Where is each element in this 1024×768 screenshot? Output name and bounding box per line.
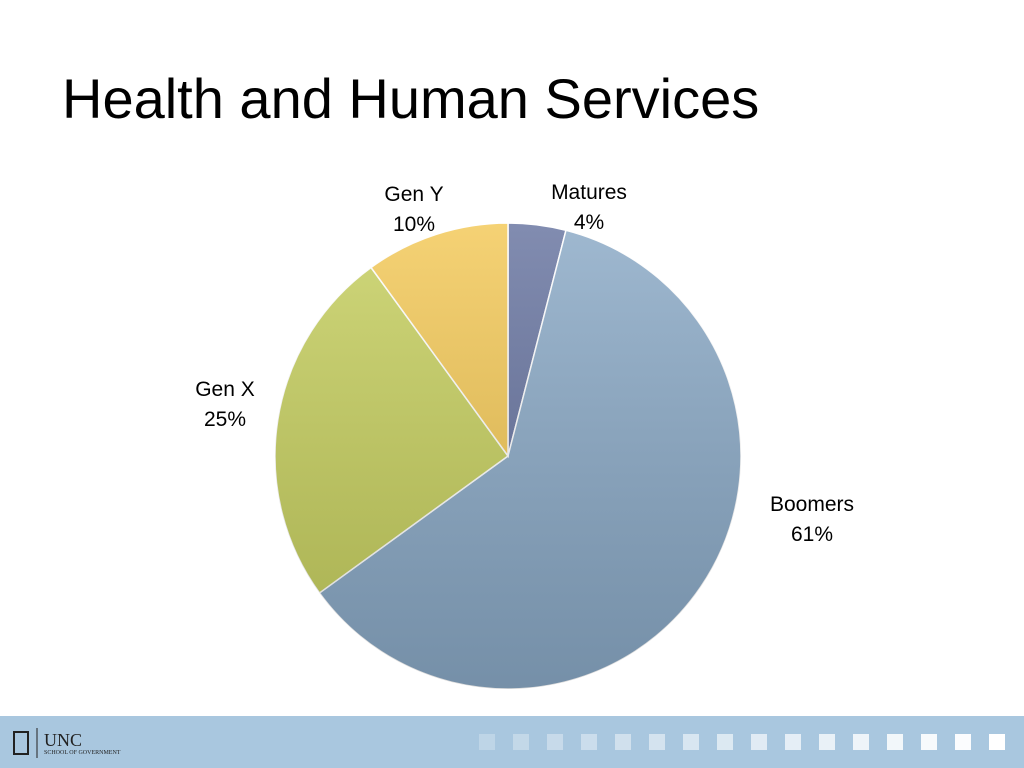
footer-square	[581, 734, 597, 750]
slice-category: Boomers	[770, 493, 854, 516]
slice-value-label: 61%	[791, 523, 833, 546]
slice-value-label: 10%	[393, 213, 435, 236]
footer-square	[649, 734, 665, 750]
footer-square	[547, 734, 563, 750]
footer-square	[853, 734, 869, 750]
slice-category: Matures	[551, 181, 627, 204]
footer-square	[479, 734, 495, 750]
slice-category: Gen X	[195, 378, 255, 401]
footer-square	[513, 734, 529, 750]
footer-square	[717, 734, 733, 750]
slice-category: Gen Y	[384, 183, 443, 206]
footer-square	[887, 734, 903, 750]
footer-square	[989, 734, 1005, 750]
footer-square	[615, 734, 631, 750]
pie	[274, 222, 742, 690]
slice-value-label: 4%	[574, 211, 604, 234]
labels: Matures 4% Boomers 61% Gen X 25% Gen Y 10%	[195, 181, 854, 546]
logo-icon	[13, 731, 29, 755]
logo-text: UNC	[44, 730, 82, 750]
footer-bar	[0, 716, 1024, 768]
footer-square	[819, 734, 835, 750]
slice-value-label: 25%	[204, 408, 246, 431]
footer-square	[751, 734, 767, 750]
chart-title: Health and Human Services	[62, 67, 759, 130]
footer-square	[785, 734, 801, 750]
footer-squares	[479, 734, 1005, 750]
footer-square	[683, 734, 699, 750]
footer-logo: UNC SCHOOL OF GOVERNMENT	[13, 728, 121, 758]
logo-subtitle: SCHOOL OF GOVERNMENT	[44, 750, 121, 756]
footer-square	[955, 734, 971, 750]
footer-square	[921, 734, 937, 750]
